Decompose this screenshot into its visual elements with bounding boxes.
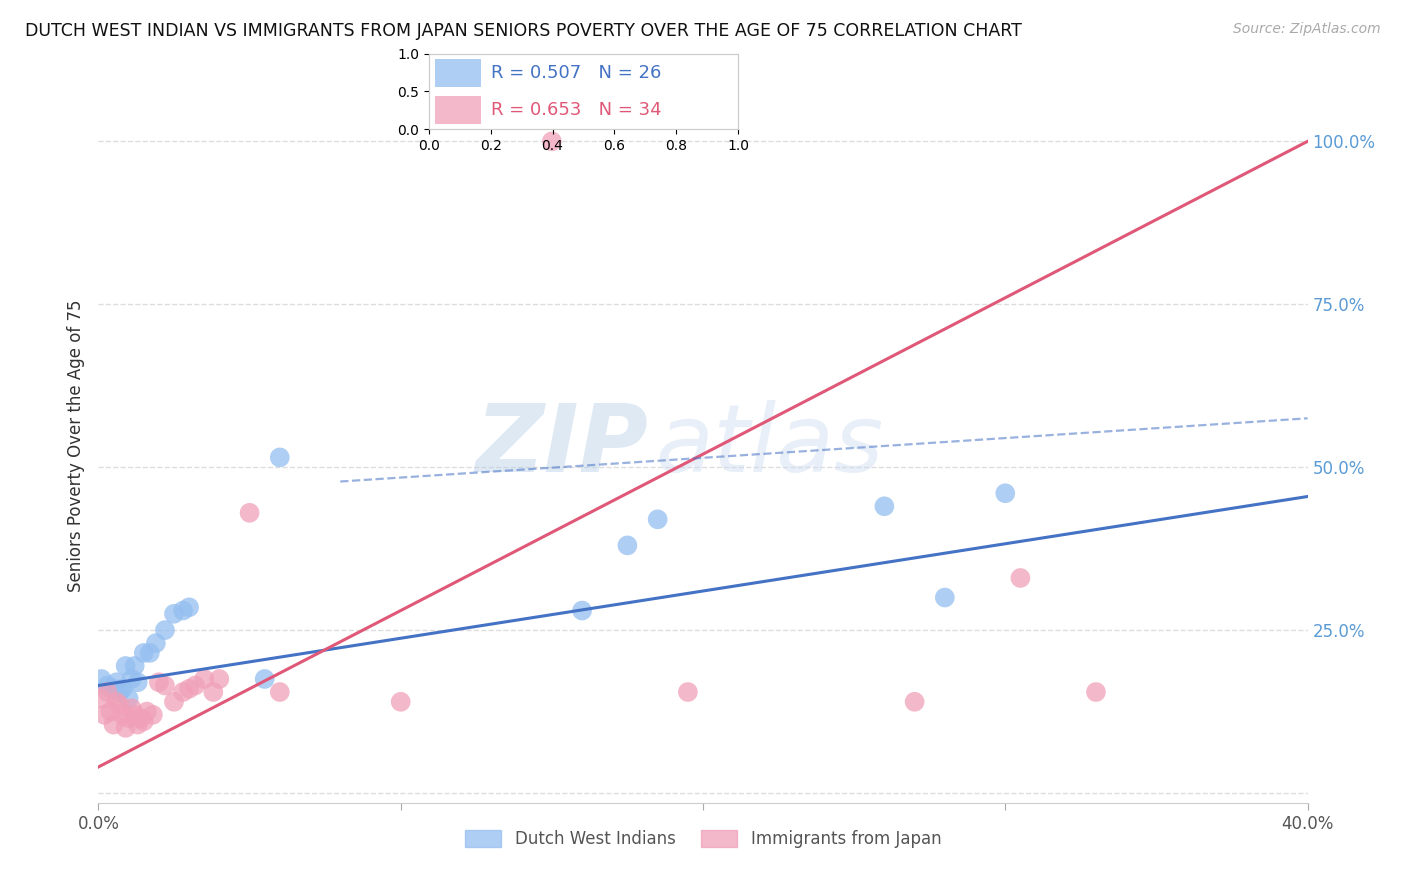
Point <box>616 538 638 552</box>
Point <box>108 685 131 699</box>
Point <box>163 695 186 709</box>
Point <box>132 714 155 729</box>
Text: R = 0.507   N = 26: R = 0.507 N = 26 <box>491 64 661 82</box>
Point <box>111 707 134 722</box>
Point <box>96 678 118 692</box>
Point <box>269 450 291 465</box>
Point <box>389 695 412 709</box>
Text: R = 0.653   N = 34: R = 0.653 N = 34 <box>491 101 661 119</box>
Point <box>647 512 669 526</box>
Point <box>873 500 896 514</box>
Text: atlas: atlas <box>655 401 883 491</box>
Text: Source: ZipAtlas.com: Source: ZipAtlas.com <box>1233 22 1381 37</box>
Point <box>153 678 176 692</box>
Point <box>179 600 201 615</box>
Point <box>163 607 186 621</box>
Point <box>103 681 125 696</box>
Point <box>90 691 112 706</box>
Legend: Dutch West Indians, Immigrants from Japan: Dutch West Indians, Immigrants from Japa… <box>458 823 948 855</box>
Text: ZIP: ZIP <box>475 400 648 492</box>
Point <box>239 506 262 520</box>
Point <box>184 678 207 692</box>
Point <box>93 707 115 722</box>
Point <box>124 707 146 722</box>
Point <box>676 685 699 699</box>
Point <box>108 698 131 712</box>
Point <box>202 685 225 699</box>
Point <box>118 711 141 725</box>
Point <box>994 486 1017 500</box>
Point <box>100 705 122 719</box>
Point <box>179 681 201 696</box>
Point <box>129 711 152 725</box>
Point <box>103 717 125 731</box>
Point <box>1085 685 1108 699</box>
FancyBboxPatch shape <box>434 59 481 87</box>
Point <box>121 701 143 715</box>
Point <box>118 691 141 706</box>
Point <box>571 603 593 617</box>
Point <box>127 675 149 690</box>
Point <box>135 705 157 719</box>
Point <box>121 672 143 686</box>
Point <box>105 695 128 709</box>
Point <box>172 603 194 617</box>
Point <box>114 721 136 735</box>
Text: DUTCH WEST INDIAN VS IMMIGRANTS FROM JAPAN SENIORS POVERTY OVER THE AGE OF 75 CO: DUTCH WEST INDIAN VS IMMIGRANTS FROM JAP… <box>25 22 1022 40</box>
Point <box>148 675 170 690</box>
Point <box>139 646 162 660</box>
Point <box>111 681 134 696</box>
Point <box>153 623 176 637</box>
Point <box>208 672 231 686</box>
Point <box>172 685 194 699</box>
Point <box>90 672 112 686</box>
Point <box>540 134 562 148</box>
Point <box>269 685 291 699</box>
Point <box>145 636 167 650</box>
Point <box>105 675 128 690</box>
Point <box>193 672 215 686</box>
Point <box>127 717 149 731</box>
Point <box>1010 571 1032 585</box>
Point <box>124 659 146 673</box>
Point <box>96 685 118 699</box>
FancyBboxPatch shape <box>434 96 481 124</box>
Point <box>114 659 136 673</box>
Point <box>904 695 927 709</box>
Point <box>132 646 155 660</box>
Point <box>142 707 165 722</box>
Y-axis label: Seniors Poverty Over the Age of 75: Seniors Poverty Over the Age of 75 <box>66 300 84 592</box>
Point <box>934 591 956 605</box>
Point <box>253 672 276 686</box>
